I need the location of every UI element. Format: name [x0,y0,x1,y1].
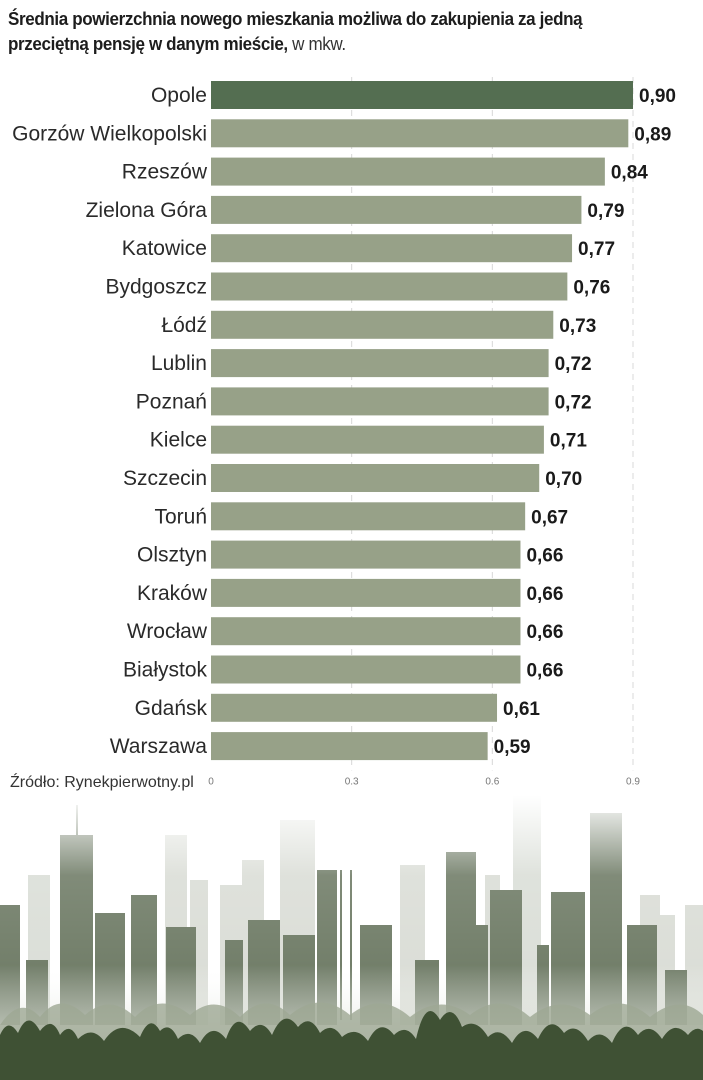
value-label: 0,71 [550,431,587,452]
x-tick-label: 0.3 [345,776,359,787]
chart-title-main: Średnia powierzchnia nowego mieszkania m… [8,8,583,54]
city-skyline-illustration [0,795,703,1080]
gridlines [351,77,634,771]
value-label: 0,66 [526,661,563,682]
bar-chart: Opole Gorzów Wielkopolski Rzeszów Zielona G… [12,77,676,787]
category-label: Katowice [122,237,207,260]
category-label: Łódź [161,314,207,337]
value-labels: 0,90 0,89 0,84 0,79 0,77 0,76 0,73 0,72 0,72 0,71… [494,86,676,758]
value-label: 0,77 [578,239,615,260]
value-label: 0,90 [639,86,676,107]
category-label: Kraków [137,582,208,605]
bar [211,655,521,684]
value-label: 0,66 [526,546,563,567]
category-label: Rzeszów [122,161,208,184]
bar [211,349,549,378]
value-label: 0,72 [555,354,592,375]
category-label: Szczecin [123,467,207,490]
chart-title-unit: w mkw. [287,33,346,54]
bar [211,157,605,186]
chart-title: Średnia powierzchnia nowego mieszkania m… [8,6,643,56]
category-label: Białystok [123,659,208,682]
bar [211,310,554,339]
bar [211,617,521,646]
value-label: 0,72 [555,392,592,413]
bar [211,387,549,416]
bar [211,464,540,492]
bar [211,195,582,224]
bar [211,578,521,607]
category-label: Warszawa [110,735,208,758]
bars [211,81,633,761]
category-label: Kielce [150,429,207,452]
value-label: 0,66 [526,584,563,605]
category-label: Wrocław [127,620,208,643]
bar [211,272,568,301]
value-label: 0,73 [559,316,596,337]
value-label: 0,61 [503,699,540,720]
x-tick-label: 0 [208,776,214,787]
x-tick-label: 0.6 [485,776,499,787]
category-label: Gdańsk [135,697,208,720]
category-label: Olsztyn [137,544,207,567]
category-label: Bydgoszcz [105,276,207,299]
value-label: 0,84 [611,163,648,184]
category-label: Gorzów Wielkopolski [12,122,207,145]
bar [211,425,544,454]
category-label: Opole [151,84,207,107]
source-note: Źródło: Rynekpierwotny.pl [10,774,194,791]
bar [211,119,629,148]
category-label: Lublin [151,352,207,375]
value-label: 0,67 [531,507,568,528]
category-labels: Opole Gorzów Wielkopolski Rzeszów Zielona G… [12,84,208,758]
bar [211,693,498,722]
value-label: 0,89 [634,124,671,145]
bar [211,81,633,109]
value-label: 0,79 [587,201,624,222]
category-label: Toruń [154,505,207,528]
value-label: 0,76 [573,278,610,299]
value-label: 0,59 [494,737,531,758]
x-axis-ticks: 0 0.3 0.6 0.9 [208,776,640,787]
value-label: 0,70 [545,469,582,490]
bar [211,540,521,569]
foreground-trees [0,1010,703,1080]
x-tick-label: 0.9 [626,776,640,787]
bar [211,234,573,263]
category-label: Poznań [136,390,207,413]
category-label: Zielona Góra [86,199,208,222]
bar [211,732,488,761]
bar [211,502,526,531]
value-label: 0,66 [526,622,563,643]
